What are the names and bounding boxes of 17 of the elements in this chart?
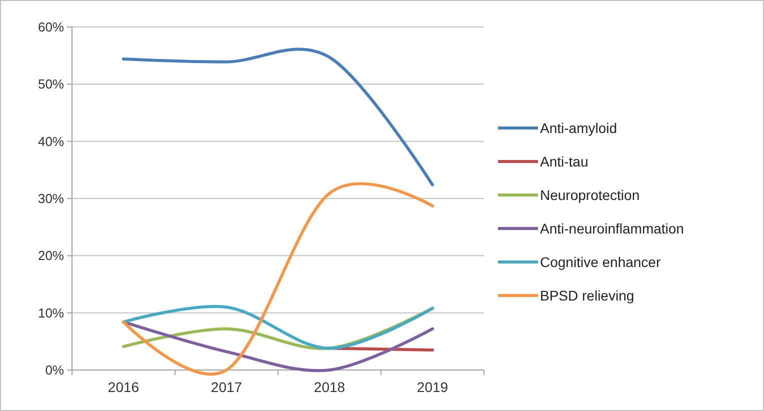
legend-label: Anti-neuroinflammation [540, 220, 684, 236]
x-tick-label: 2017 [210, 379, 242, 395]
legend-label: Cognitive enhancer [540, 254, 661, 270]
y-tick-label: 40% [38, 134, 64, 149]
y-tick-label: 50% [38, 76, 64, 92]
legend-label: Neuroprotection [540, 186, 640, 203]
y-tick-label: 30% [38, 191, 64, 206]
y-tick-label: 60% [38, 20, 64, 35]
legend-label: Anti-amyloid [540, 120, 618, 136]
legend-label: BPSD relieving [540, 287, 634, 304]
legend-label: Anti-tau [540, 153, 588, 170]
y-tick-label: 20% [38, 248, 64, 264]
x-tick-label: 2019 [416, 379, 448, 395]
x-tick-label: 2016 [108, 379, 140, 395]
y-tick-label: 10% [38, 305, 64, 320]
y-tick-label: 0% [45, 362, 64, 378]
x-tick-label: 2018 [314, 379, 346, 395]
